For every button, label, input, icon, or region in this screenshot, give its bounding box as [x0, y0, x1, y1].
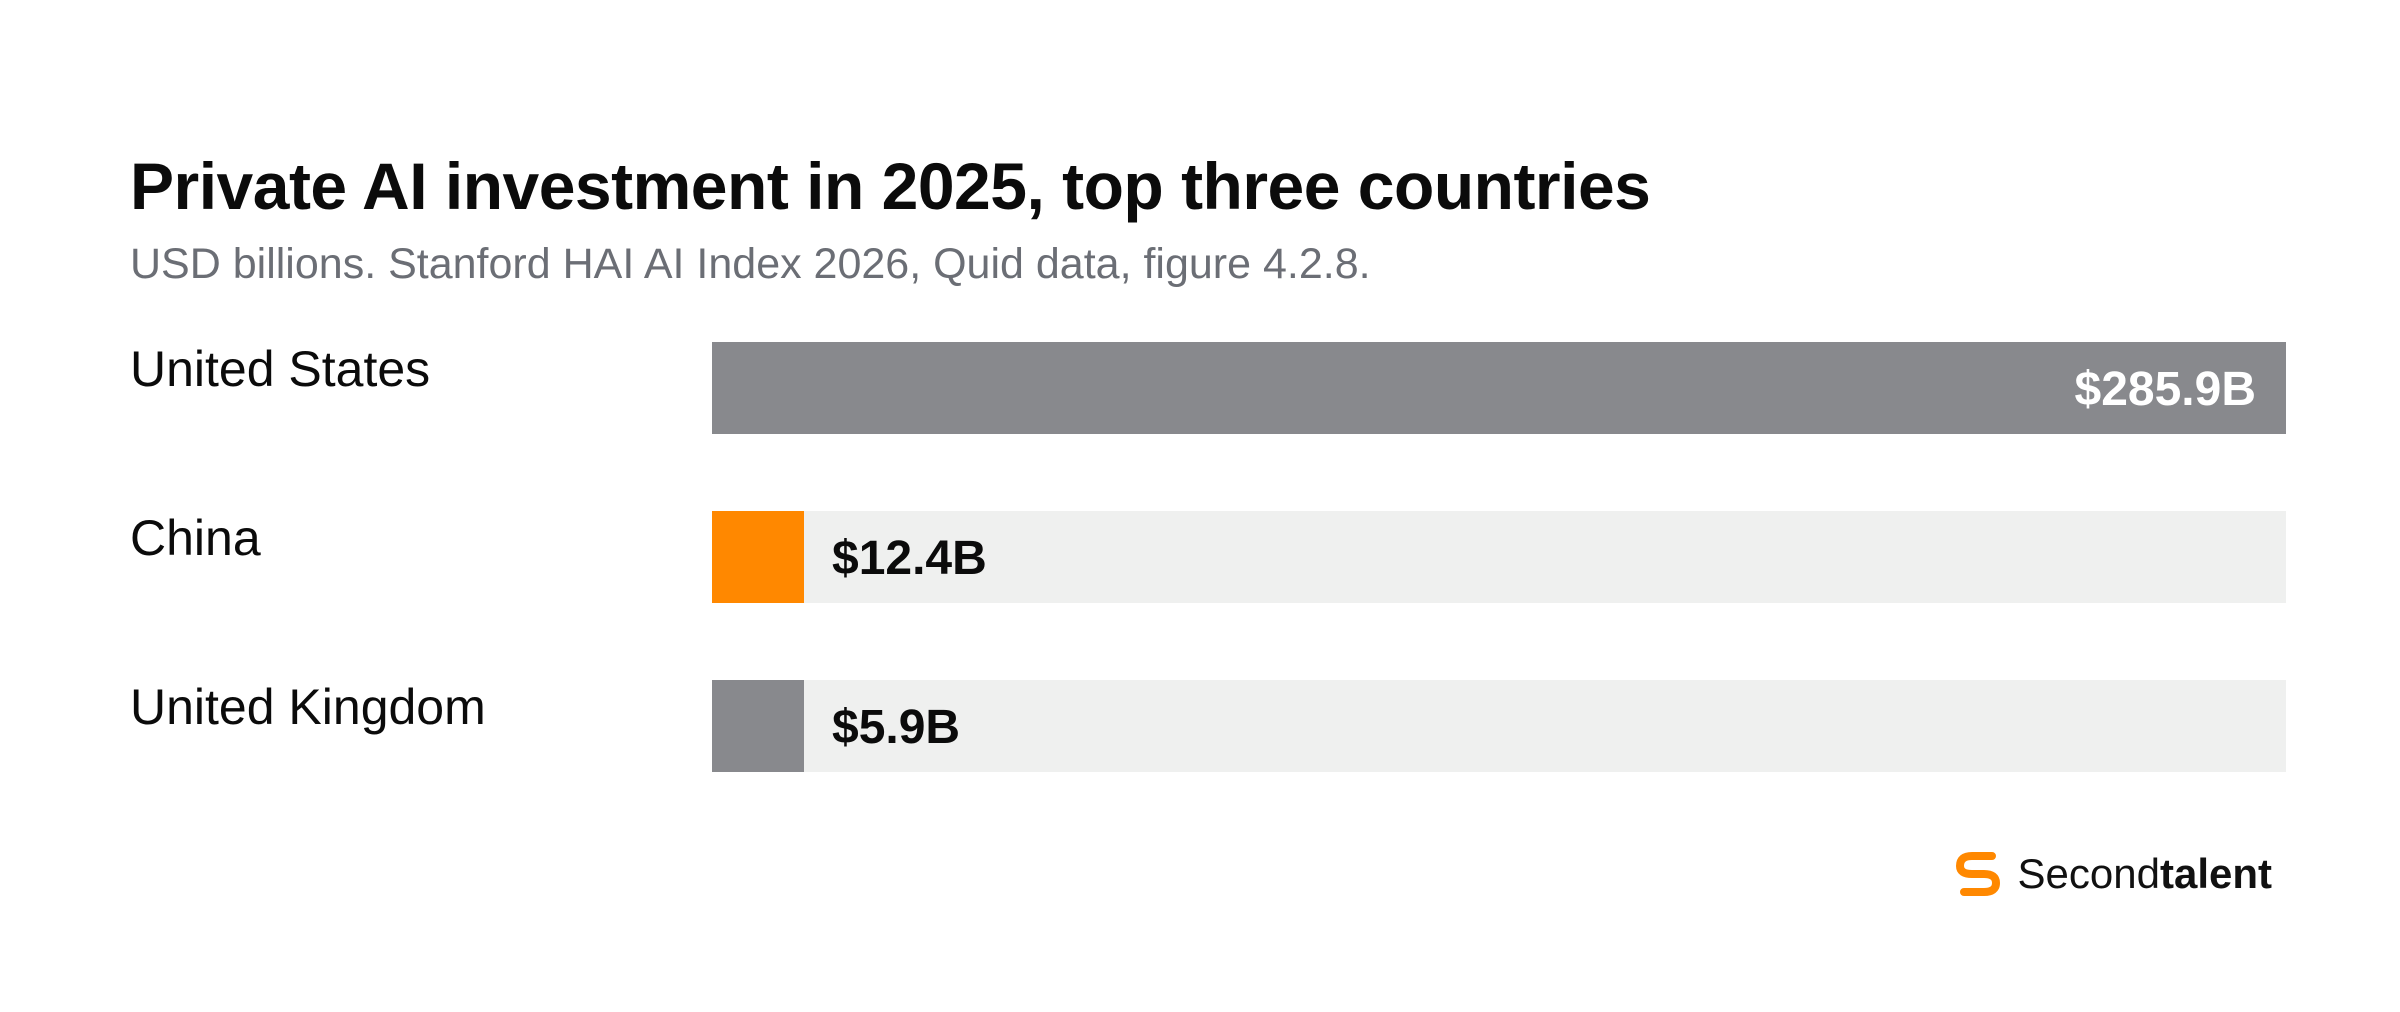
category-label-united-states: United States — [130, 341, 430, 397]
value-label-united-kingdom: $5.9B — [832, 701, 960, 754]
category-label-china: China — [130, 510, 261, 566]
value-label-china: $12.4B — [832, 532, 987, 585]
secondtalent-wordmark: Secondtalent — [2017, 850, 2272, 897]
category-label-united-kingdom: United Kingdom — [130, 679, 486, 735]
bar-united-states — [712, 342, 2286, 434]
chart-title: Private AI investment in 2025, top three… — [130, 149, 1651, 223]
bar-track-united-kingdom — [712, 680, 2286, 772]
chart-subtitle: USD billions. Stanford HAI AI Index 2026… — [130, 240, 1371, 288]
bar-china — [712, 511, 804, 603]
bar-united-kingdom — [712, 680, 804, 772]
secondtalent-logo-icon — [1955, 852, 2000, 896]
bar-track-china — [712, 511, 2286, 603]
value-label-united-states: $285.9B — [2075, 363, 2256, 416]
secondtalent-logo: Secondtalent — [1952, 844, 2272, 904]
